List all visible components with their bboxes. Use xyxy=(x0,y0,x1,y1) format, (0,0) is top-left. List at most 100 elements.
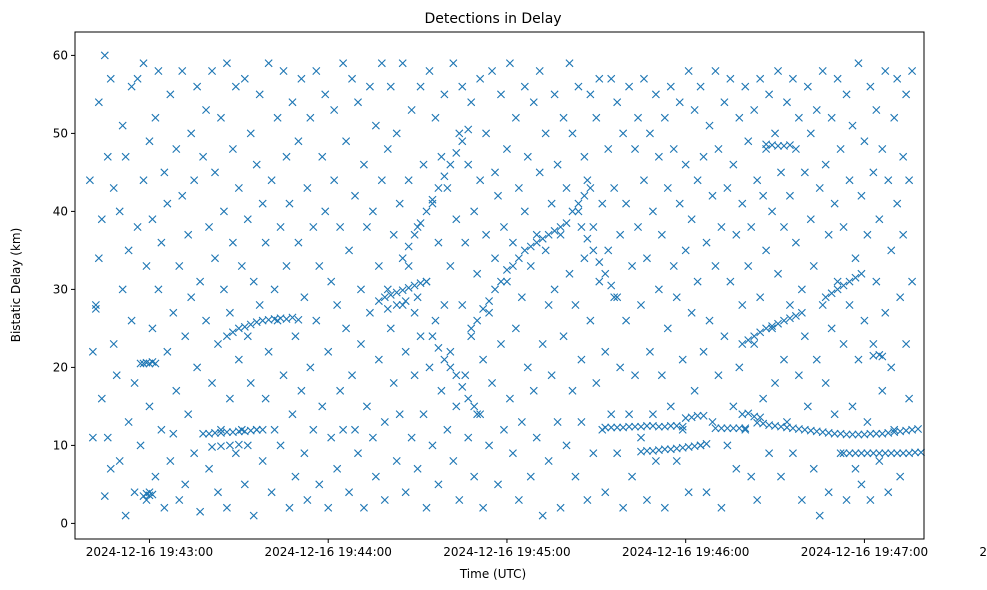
data-point xyxy=(577,223,586,231)
data-point xyxy=(544,230,553,239)
data-point xyxy=(511,113,520,122)
data-point xyxy=(479,304,488,313)
data-point xyxy=(499,223,508,231)
data-point xyxy=(696,441,705,450)
data-point xyxy=(857,191,866,200)
data-point xyxy=(273,113,282,122)
data-point xyxy=(589,223,598,231)
data-point xyxy=(312,67,321,75)
data-point xyxy=(163,347,172,356)
data-point xyxy=(452,215,461,224)
data-point xyxy=(216,425,225,434)
data-point xyxy=(297,386,306,395)
data-point xyxy=(252,318,261,327)
data-point xyxy=(604,246,613,255)
data-point xyxy=(574,199,583,208)
data-point xyxy=(288,410,297,419)
data-point xyxy=(446,160,455,169)
data-point xyxy=(321,207,330,216)
data-point xyxy=(586,90,595,99)
data-point xyxy=(881,449,890,458)
data-point xyxy=(464,160,473,169)
data-point xyxy=(538,511,547,520)
data-point xyxy=(580,254,589,263)
data-point xyxy=(404,242,413,251)
data-point xyxy=(911,448,920,457)
data-point xyxy=(642,496,651,504)
data-point xyxy=(785,301,794,309)
data-point xyxy=(854,355,863,364)
x-axis-label: Time (UTC) xyxy=(459,567,526,581)
data-point xyxy=(175,262,184,270)
data-point xyxy=(729,160,738,169)
data-point xyxy=(535,168,544,177)
data-point xyxy=(663,184,672,192)
data-point xyxy=(342,137,351,146)
data-point xyxy=(231,82,240,91)
data-point xyxy=(139,359,148,368)
data-point xyxy=(839,449,848,458)
data-point xyxy=(905,176,914,185)
data-point xyxy=(547,371,556,380)
data-point xyxy=(601,488,610,497)
data-point xyxy=(687,215,696,224)
data-point xyxy=(351,191,360,200)
data-point xyxy=(890,425,899,434)
data-point xyxy=(115,457,124,465)
data-point xyxy=(97,215,106,224)
data-point xyxy=(726,277,735,286)
data-point xyxy=(428,199,437,208)
data-point xyxy=(744,137,753,146)
data-point xyxy=(380,293,389,302)
data-point xyxy=(586,184,595,192)
data-point xyxy=(747,223,756,231)
data-point xyxy=(577,355,586,364)
data-point xyxy=(595,258,604,267)
data-point xyxy=(628,262,637,270)
data-point xyxy=(833,277,842,286)
data-point xyxy=(866,429,875,438)
data-point xyxy=(902,340,911,348)
data-point xyxy=(234,440,243,449)
data-point xyxy=(514,254,523,263)
data-point xyxy=(830,429,839,438)
data-point xyxy=(324,347,333,356)
y-tick-label: 20 xyxy=(53,360,68,374)
data-point xyxy=(461,371,470,380)
data-point xyxy=(735,363,744,372)
data-point xyxy=(520,207,529,216)
data-point xyxy=(851,273,860,282)
data-point xyxy=(553,418,562,426)
data-point xyxy=(452,148,461,157)
data-point xyxy=(613,423,622,432)
data-point xyxy=(318,402,327,411)
data-point xyxy=(151,113,160,122)
data-point xyxy=(267,488,276,497)
data-point xyxy=(416,219,425,228)
data-point xyxy=(833,285,842,294)
data-point xyxy=(193,363,202,372)
data-point xyxy=(797,308,806,317)
data-point xyxy=(145,137,154,146)
data-point xyxy=(675,199,684,208)
data-point xyxy=(219,207,228,216)
data-point xyxy=(175,496,184,504)
data-point xyxy=(485,441,494,450)
data-point xyxy=(410,371,419,380)
data-point xyxy=(574,82,583,91)
data-point xyxy=(145,491,154,500)
data-point xyxy=(583,176,592,185)
data-point xyxy=(336,223,345,231)
data-point xyxy=(288,313,297,322)
data-point xyxy=(607,423,616,432)
data-point xyxy=(607,74,616,83)
data-point xyxy=(723,441,732,450)
data-point xyxy=(678,355,687,364)
data-point xyxy=(741,424,750,433)
data-point xyxy=(604,145,613,153)
data-point xyxy=(657,371,666,380)
data-point xyxy=(100,51,109,60)
data-point xyxy=(774,319,783,328)
data-point xyxy=(386,324,395,333)
data-point xyxy=(473,269,482,278)
